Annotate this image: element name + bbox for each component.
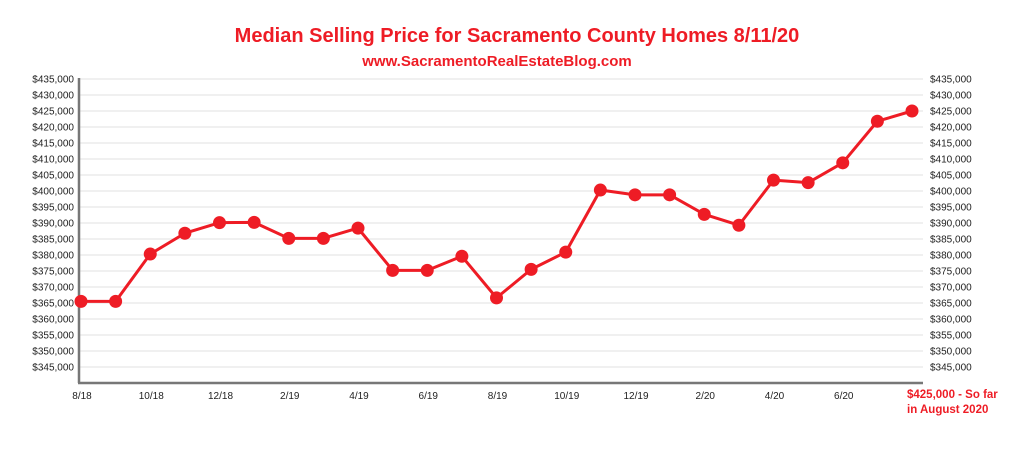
y-tick-label-left: $420,000: [32, 123, 74, 134]
y-tick-label-right: $405,000: [930, 171, 972, 182]
y-tick-label-left: $365,000: [32, 299, 74, 310]
y-tick-label-right: $425,000: [930, 107, 972, 118]
data-point: [767, 173, 780, 187]
data-point: [801, 176, 815, 190]
y-tick-label-right: $345,000: [930, 363, 972, 374]
annotation-line-2: in August 2020: [907, 404, 988, 416]
y-tick-label-right: $395,000: [930, 203, 972, 214]
y-tick-label-right: $375,000: [930, 267, 972, 278]
x-tick-label: 12/18: [208, 391, 233, 402]
y-tick-label-right: $380,000: [930, 251, 972, 262]
x-tick-label: 8/18: [72, 391, 92, 402]
y-tick-label-left: $435,000: [32, 75, 74, 86]
y-axis-left-labels: $345,000 $350,000 $355,000 $360,000 $365,000…: [32, 75, 74, 374]
data-point: [836, 156, 850, 170]
y-tick-label-left: $355,000: [32, 331, 74, 342]
data-point: [213, 216, 226, 230]
data-point: [282, 231, 296, 245]
y-tick-label-right: $390,000: [930, 219, 972, 230]
x-tick-label: 6/20: [834, 391, 854, 402]
x-axis-labels: 8/18 10/18 12/18 2/19 4/19 6/19 8/19 10/19 12/19…: [72, 391, 854, 402]
y-tick-label-left: $410,000: [32, 155, 74, 166]
data-point: [524, 262, 538, 276]
y-tick-label-left: $350,000: [32, 347, 74, 358]
y-tick-label-right: $430,000: [930, 91, 972, 102]
y-tick-label-left: $360,000: [32, 315, 74, 326]
data-point: [663, 188, 677, 202]
y-tick-label-left: $430,000: [32, 91, 74, 102]
y-tick-label-left: $370,000: [32, 283, 74, 294]
y-tick-label-right: $355,000: [930, 331, 972, 342]
y-tick-label-left: $400,000: [32, 187, 74, 198]
data-point: [905, 104, 919, 118]
y-tick-label-left: $385,000: [32, 235, 74, 246]
data-point: [559, 245, 573, 259]
x-tick-label: 4/19: [349, 391, 369, 402]
x-tick-label: 2/19: [280, 391, 300, 402]
chart-title: Median Selling Price for Sacramento Coun…: [235, 25, 800, 47]
series-line: [81, 109, 913, 303]
data-point: [593, 183, 607, 197]
y-tick-label-right: $435,000: [930, 75, 972, 86]
x-tick-label: 4/20: [765, 391, 785, 402]
data-point: [178, 226, 192, 240]
y-tick-label-right: $415,000: [930, 139, 972, 150]
data-point: [351, 221, 365, 235]
data-point: [143, 247, 157, 261]
y-tick-label-left: $345,000: [32, 363, 74, 374]
y-tick-label-right: $410,000: [930, 155, 972, 166]
data-point: [386, 263, 400, 277]
y-tick-label-right: $385,000: [930, 235, 972, 246]
x-tick-label: 2/20: [696, 391, 716, 402]
x-tick-label: 8/19: [488, 391, 508, 402]
y-tick-label-right: $365,000: [930, 299, 972, 310]
data-point: [628, 188, 642, 202]
data-point: [316, 231, 330, 245]
y-tick-label-right: $420,000: [930, 123, 972, 134]
data-point: [697, 207, 711, 221]
y-axis-right-labels: $345,000 $350,000 $355,000 $360,000 $365,000…: [930, 75, 972, 374]
series-median-price: [74, 104, 919, 308]
data-point: [247, 215, 261, 229]
x-tick-label: 10/19: [554, 391, 579, 402]
y-tick-label-left: $380,000: [32, 251, 74, 262]
y-tick-label-right: $360,000: [930, 315, 972, 326]
y-tick-label-left: $390,000: [32, 219, 74, 230]
x-tick-label: 10/18: [139, 391, 164, 402]
y-tick-label-left: $375,000: [32, 267, 74, 278]
y-tick-label-right: $370,000: [930, 283, 972, 294]
y-tick-label-left: $395,000: [32, 203, 74, 214]
chart-subtitle: www.SacramentoRealEstateBlog.com: [361, 53, 632, 70]
data-point: [109, 294, 123, 308]
gridlines: [80, 78, 923, 368]
y-tick-label-left: $415,000: [32, 139, 74, 150]
y-tick-label-left: $425,000: [32, 107, 74, 118]
data-point: [74, 294, 88, 308]
x-tick-label: 12/19: [623, 391, 648, 402]
y-tick-label-left: $405,000: [32, 171, 74, 182]
x-tick-label: 6/19: [419, 391, 439, 402]
annotation-line-1: $425,000 - So far: [907, 389, 998, 401]
data-point: [870, 114, 884, 128]
y-tick-label-right: $400,000: [930, 187, 972, 198]
y-tick-label-right: $350,000: [930, 347, 972, 358]
data-point: [420, 263, 434, 277]
data-point: [490, 291, 503, 305]
data-point: [455, 249, 469, 263]
data-point: [732, 218, 746, 232]
